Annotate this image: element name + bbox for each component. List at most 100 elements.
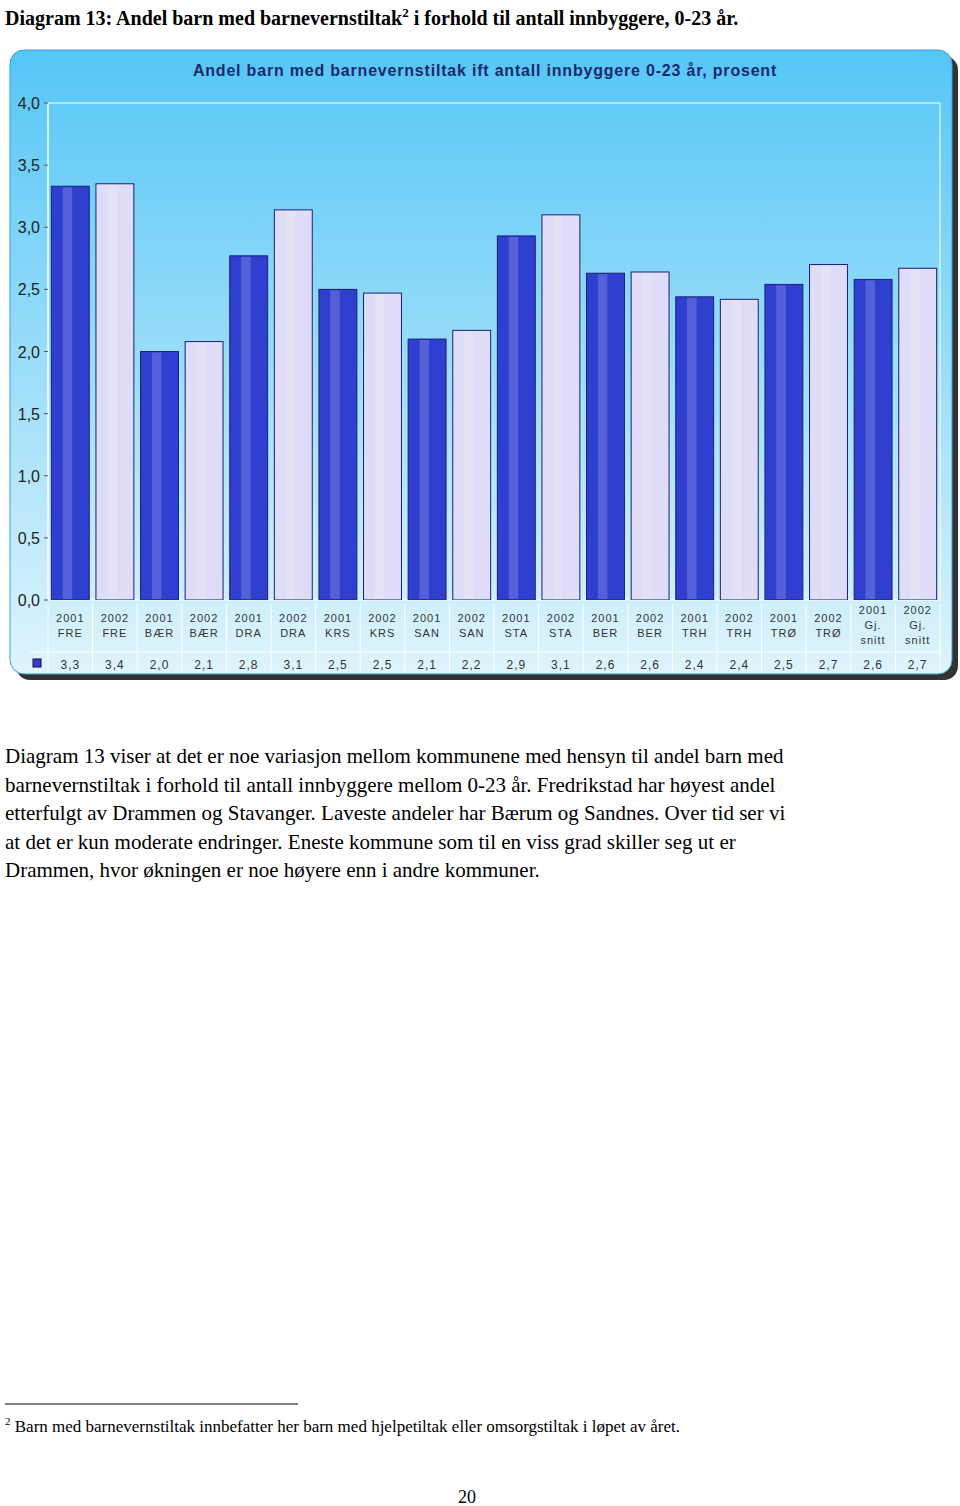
category-line: TRØ (815, 627, 841, 639)
category-line: SAN (459, 627, 485, 639)
bar (631, 272, 669, 600)
table-value: 2,1 (417, 658, 437, 672)
y-tick-label: 1,5 (18, 406, 40, 423)
bar (185, 342, 223, 600)
bar (319, 289, 357, 600)
category-line: 2001 (680, 612, 708, 624)
category-line: 2002 (636, 612, 664, 624)
y-tick (44, 537, 48, 538)
table-value: 2,5 (373, 658, 393, 672)
bar-highlight (420, 340, 429, 599)
y-tick (44, 413, 48, 414)
table-value: 3,1 (283, 658, 303, 672)
y-tick (44, 227, 48, 228)
category-line: STA (549, 627, 573, 639)
table-divider (92, 604, 93, 672)
bar-highlight (643, 273, 652, 599)
category-line: 2002 (725, 612, 753, 624)
category-line: FRE (58, 627, 83, 639)
y-tick-label: 0,0 (18, 592, 40, 609)
bar-highlight (152, 353, 161, 600)
table-value: 2,9 (506, 658, 526, 672)
bar-highlight (375, 294, 384, 599)
category-label: 2001Gj.snitt (859, 604, 887, 646)
category-line: 2002 (547, 612, 575, 624)
table-value: 2,4 (729, 658, 749, 672)
category-label: 2001STA (502, 612, 530, 639)
category-line: KRS (325, 627, 351, 639)
bar-highlight (821, 266, 830, 599)
table-value: 2,6 (640, 658, 660, 672)
category-line: snitt (905, 634, 930, 646)
category-line: 2001 (770, 612, 798, 624)
table-divider (850, 604, 851, 672)
y-tick (44, 351, 48, 352)
table-divider (137, 604, 138, 672)
plot-area (48, 103, 940, 600)
y-tick (44, 289, 48, 290)
table-value: 2,0 (150, 658, 170, 672)
paragraph-line: Diagram 13 viser at det er noe variasjon… (5, 744, 784, 768)
category-line: TRØ (771, 627, 797, 639)
category-label: 2002BÆR (189, 612, 218, 639)
table-divider (672, 604, 673, 672)
table-divider (583, 604, 584, 672)
bar-highlight (241, 257, 250, 599)
table-value: 2,2 (462, 658, 482, 672)
table-line (30, 652, 940, 653)
category-line: 2002 (190, 612, 218, 624)
y-tick-label: 3,0 (18, 219, 40, 236)
category-line: TRH (682, 627, 708, 639)
footnote-rule (5, 1404, 298, 1405)
table-value: 2,1 (194, 658, 214, 672)
category-line: FRE (102, 627, 127, 639)
table-value: 2,8 (239, 658, 259, 672)
table-value: 3,3 (60, 658, 80, 672)
category-line: BER (593, 627, 619, 639)
category-line: TRH (726, 627, 752, 639)
y-tick-label: 2,5 (18, 281, 40, 298)
category-label: 2001DRA (234, 612, 262, 639)
category-line: Gj. (865, 619, 882, 631)
table-value: 3,1 (551, 658, 571, 672)
heading-after: i forhold til antall innbyggere, 0-23 år… (409, 7, 738, 30)
bar-highlight (687, 298, 696, 599)
y-tick-label: 3,5 (18, 157, 40, 174)
bar-highlight (330, 290, 339, 599)
footnote: 2 Barn med barnevernstiltak innbefatter … (5, 1415, 680, 1436)
table-divider (449, 604, 450, 672)
table-value: 2,6 (863, 658, 883, 672)
category-line: KRS (370, 627, 396, 639)
page-number: 20 (458, 1487, 476, 1506)
table-divider (181, 604, 182, 672)
category-label: 2002BER (636, 612, 664, 639)
table-value: 2,4 (685, 658, 705, 672)
category-label: 2002 TRH (725, 612, 753, 639)
category-line: snitt (861, 634, 886, 646)
y-tick (44, 600, 48, 601)
y-tick-label: 0,5 (18, 530, 40, 547)
paragraph-line: etterfulgt av Drammen og Stavanger. Lave… (5, 801, 785, 825)
bar (274, 210, 312, 600)
category-label: 2002 STA (547, 612, 575, 639)
bar (96, 184, 134, 600)
bar (810, 265, 848, 600)
category-label: 2001 KRS (324, 612, 352, 639)
category-label: 2001BER (591, 612, 619, 639)
bar (141, 352, 179, 601)
paragraph-line: at det er kun moderate endringer. Eneste… (5, 830, 736, 854)
table-divider (271, 604, 272, 672)
bar-highlight (464, 331, 473, 599)
category-label: 2001 TRH (680, 612, 708, 639)
bar (51, 186, 89, 600)
category-line: 2001 (56, 612, 84, 624)
table-divider (895, 604, 896, 672)
category-line: 2001 (324, 612, 352, 624)
table-divider (717, 604, 718, 672)
category-line: 2002 (101, 612, 129, 624)
category-line: 2002 (279, 612, 307, 624)
bar-highlight (910, 269, 919, 599)
table-value: 2,7 (908, 658, 928, 672)
footnote-text: Barn med barnevernstiltak innbefatter he… (11, 1417, 681, 1436)
bar-highlight (776, 285, 785, 599)
